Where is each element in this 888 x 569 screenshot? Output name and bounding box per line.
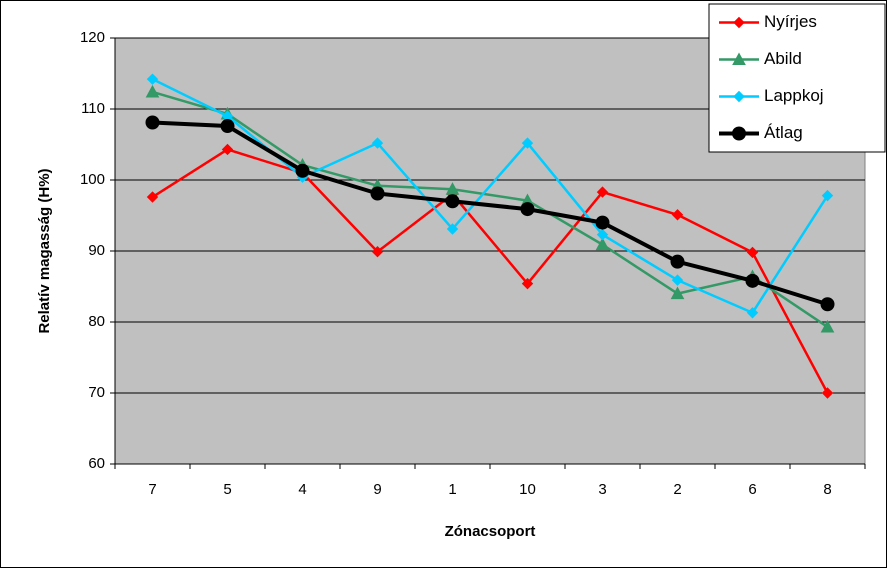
x-tick-label: 3: [598, 481, 606, 498]
legend-label: Abild: [764, 49, 802, 68]
point: [821, 189, 834, 202]
legend-label: Nyírjes: [764, 12, 817, 31]
x-tick-label: 5: [223, 481, 231, 498]
point: [596, 186, 609, 198]
point: [746, 307, 759, 319]
y-tick-label: 60: [88, 455, 105, 472]
legend-marker: [732, 52, 746, 65]
point: [221, 143, 234, 156]
point: [145, 84, 160, 98]
point: [146, 73, 159, 85]
point: [820, 297, 835, 312]
point: [595, 215, 610, 230]
y-tick-label: 80: [88, 313, 105, 330]
x-tick-label: 1: [448, 481, 456, 498]
point: [446, 223, 459, 235]
point: [521, 137, 534, 149]
point: [670, 254, 685, 269]
point: [745, 273, 760, 288]
x-tick-label: 2: [673, 481, 681, 498]
point: [445, 194, 460, 209]
point: [145, 115, 160, 130]
point: [370, 186, 385, 201]
point: [595, 237, 610, 251]
point: [671, 274, 684, 286]
point: [445, 182, 460, 195]
point: [746, 246, 759, 259]
legend-marker: [733, 90, 745, 103]
point: [295, 163, 310, 178]
x-tick-label: 8: [823, 481, 831, 498]
x-tick-label: 7: [148, 481, 156, 498]
x-tick-label: 4: [298, 481, 306, 498]
y-tick-label: 120: [80, 29, 105, 46]
x-tick-label: 10: [519, 481, 536, 498]
x-tick-label: 9: [373, 481, 381, 498]
point: [671, 209, 684, 221]
y-axis-title: Relatív magasság (H%): [36, 168, 53, 333]
y-tick-label: 100: [80, 171, 105, 188]
legend-marker: [733, 16, 745, 29]
y-tick-label: 110: [81, 100, 105, 117]
point: [371, 137, 384, 149]
point: [371, 246, 384, 258]
point: [670, 286, 685, 300]
series-line: [151, 148, 829, 394]
legend-marker: [732, 126, 746, 141]
point: [520, 202, 535, 217]
point: [521, 277, 534, 290]
point: [596, 228, 609, 241]
series-line: [152, 90, 829, 329]
y-tick-label: 70: [88, 384, 105, 401]
point: [146, 191, 159, 203]
point: [820, 319, 835, 333]
point: [220, 119, 235, 134]
x-tick-label: 6: [748, 481, 756, 498]
y-tick-label: 90: [88, 242, 105, 259]
x-axis-title: Zónacsoport: [445, 523, 536, 540]
legend-label: Átlag: [764, 123, 803, 142]
point: [821, 387, 834, 399]
series-line: [152, 120, 829, 307]
legend-label: Lappkoj: [764, 86, 824, 105]
